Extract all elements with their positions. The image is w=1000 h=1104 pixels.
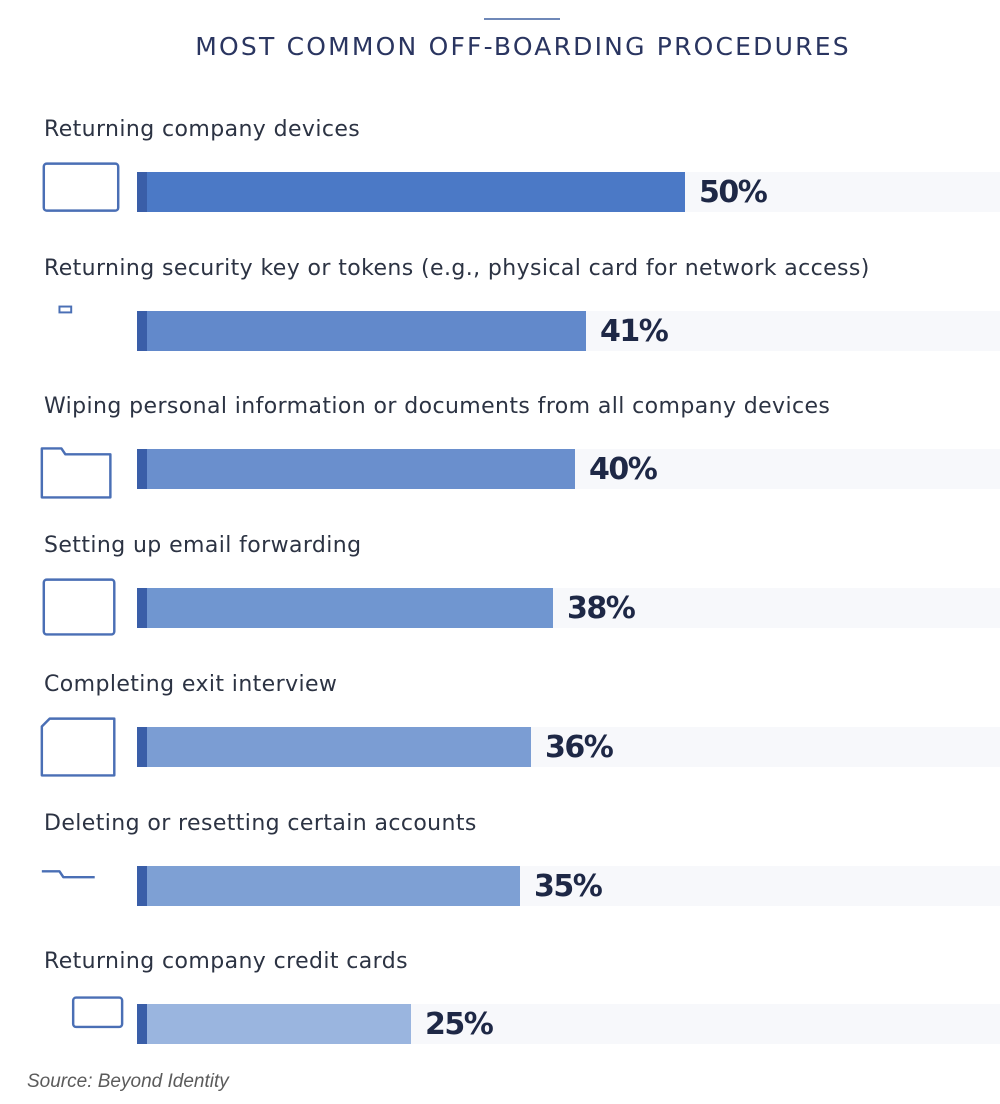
- category-label: Deleting or resetting certain accounts: [44, 811, 477, 836]
- category-label: Returning security key or tokens (e.g., …: [44, 256, 870, 281]
- bar: [137, 1004, 411, 1044]
- chart-row: Completing exit interview 36%: [0, 672, 1000, 802]
- folder-delete-icon: [41, 870, 95, 879]
- bar: [137, 866, 520, 906]
- hand-card-icon: [71, 996, 124, 1029]
- id-badge-fingerprint-icon: [58, 305, 73, 314]
- value-label: 38%: [567, 591, 636, 626]
- value-label: 40%: [589, 452, 658, 487]
- value-label: 25%: [425, 1007, 494, 1042]
- value-label: 36%: [545, 730, 614, 765]
- profile-document-icon: [40, 717, 116, 777]
- category-label: Setting up email forwarding: [44, 533, 362, 558]
- bar: [137, 311, 586, 351]
- user-folder-icon: [40, 447, 112, 499]
- source-note: Source: Beyond Identity: [27, 1071, 229, 1092]
- chart-row: Setting up email forwarding 38%: [0, 533, 1000, 663]
- value-label: 50%: [699, 175, 768, 210]
- category-label: Returning company devices: [44, 117, 361, 142]
- category-label: Completing exit interview: [44, 672, 338, 697]
- category-label: Returning company credit cards: [44, 949, 408, 974]
- chart-title: MOST COMMON OFF-BOARDING PROCEDURES: [195, 32, 851, 61]
- chart-row: Returning company credit cards 25%: [0, 949, 1000, 1079]
- laptop-icon: [42, 162, 120, 212]
- value-label: 35%: [534, 869, 603, 904]
- bar: [137, 172, 685, 212]
- bar: [137, 727, 531, 767]
- bar: [137, 588, 553, 628]
- email-window-icon: [42, 578, 116, 636]
- chart-row: Returning security key or tokens (e.g., …: [0, 256, 1000, 386]
- title-accent-rule: [484, 18, 560, 20]
- chart-row: Returning company devices 50%: [0, 117, 1000, 247]
- chart-row: Deleting or resetting certain accounts 35…: [0, 811, 1000, 941]
- category-label: Wiping personal information or documents…: [44, 394, 831, 419]
- value-label: 41%: [600, 314, 669, 349]
- bar: [137, 449, 575, 489]
- chart-row: Wiping personal information or documents…: [0, 394, 1000, 524]
